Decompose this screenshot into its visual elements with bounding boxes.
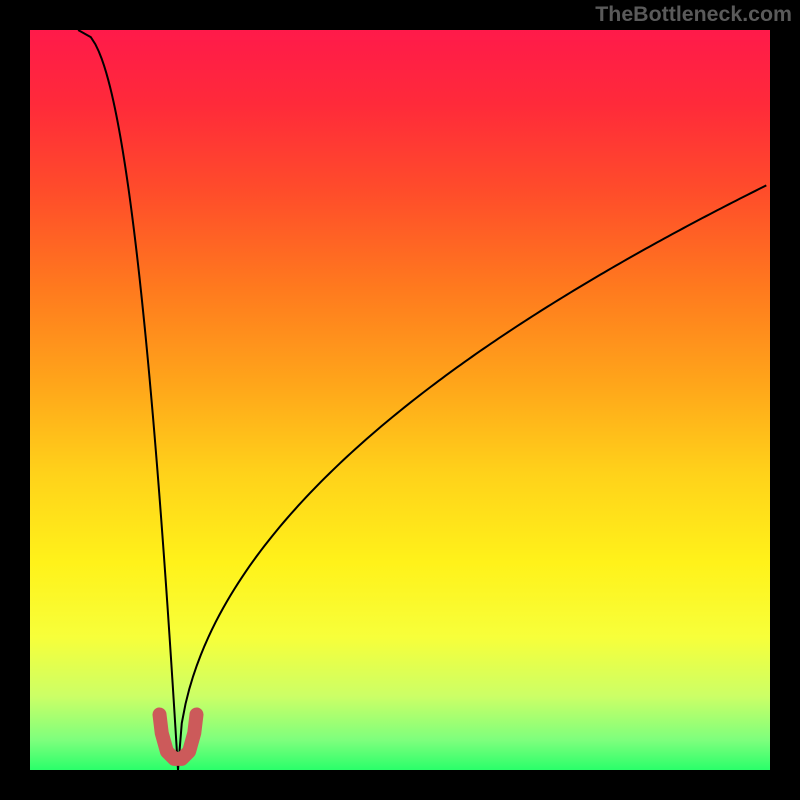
chart-background-gradient [30,30,770,770]
bottleneck-chart [0,0,800,800]
chart-container: TheBottleneck.com [0,0,800,800]
watermark-text: TheBottleneck.com [595,2,792,27]
